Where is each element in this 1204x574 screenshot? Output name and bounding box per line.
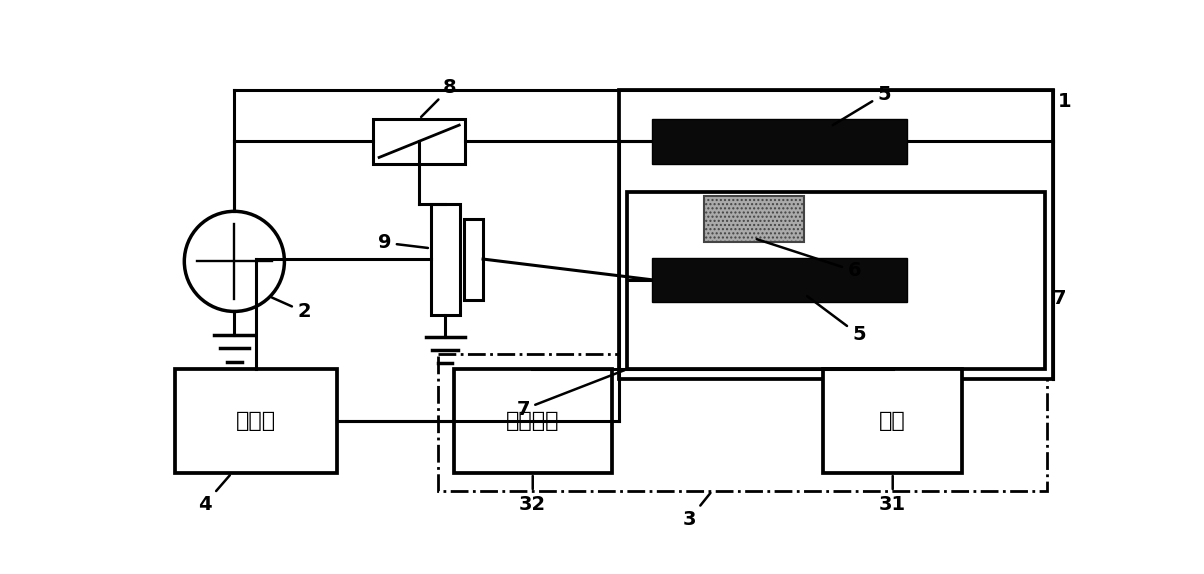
Text: 31: 31 [879, 476, 907, 514]
Text: 7: 7 [1052, 289, 1066, 308]
Text: 3: 3 [683, 493, 710, 529]
Bar [431, 204, 460, 315]
Text: 5: 5 [807, 296, 866, 344]
Text: 1: 1 [1057, 92, 1072, 111]
Text: 8: 8 [421, 79, 456, 117]
Bar [373, 119, 466, 164]
Text: 2: 2 [272, 297, 311, 321]
Bar [704, 196, 804, 242]
Text: 4: 4 [197, 475, 230, 514]
Text: 光接收机: 光接收机 [506, 411, 559, 430]
Text: 6: 6 [757, 239, 861, 280]
Bar [438, 354, 1046, 491]
Bar [454, 369, 612, 473]
Bar [653, 258, 907, 302]
Text: 32: 32 [519, 476, 547, 514]
Bar [619, 91, 1052, 379]
Bar [464, 219, 483, 300]
Text: 示波器: 示波器 [236, 411, 276, 430]
Text: 5: 5 [833, 84, 891, 125]
Text: 光源: 光源 [879, 411, 907, 430]
Text: 9: 9 [378, 233, 427, 252]
Bar [824, 369, 962, 473]
Text: 7: 7 [517, 370, 625, 419]
Bar [653, 119, 907, 164]
Bar [175, 369, 337, 473]
Bar [627, 192, 1045, 369]
